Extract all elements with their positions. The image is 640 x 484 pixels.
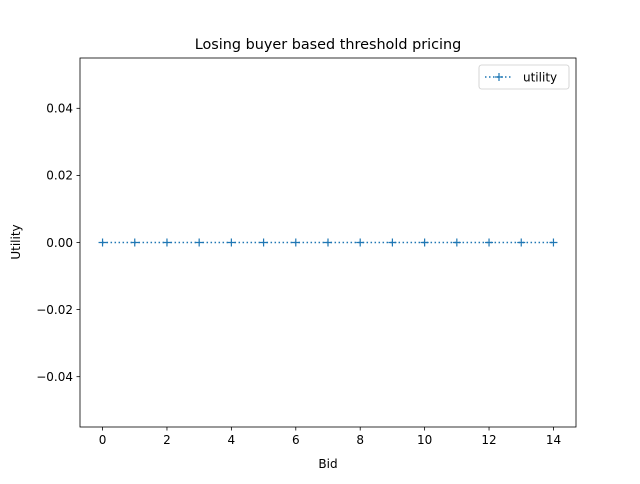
x-tick-label: 6 — [292, 433, 300, 447]
data-point — [388, 238, 397, 247]
data-point — [98, 238, 107, 247]
x-axis: 0 2 4 6 8 10 12 14 — [99, 427, 561, 447]
data-point — [356, 238, 365, 247]
x-tick-label: 8 — [356, 433, 364, 447]
legend: utility — [478, 64, 570, 90]
data-point — [485, 238, 494, 247]
x-tick-label: 2 — [163, 433, 171, 447]
data-point — [195, 238, 204, 247]
y-tick-label: 0.02 — [46, 169, 73, 183]
data-point — [130, 238, 139, 247]
legend-marker-sample — [495, 73, 503, 81]
plot-area — [79, 57, 577, 428]
data-point — [227, 238, 236, 247]
x-axis-label: Bid — [318, 457, 337, 471]
data-point — [420, 238, 429, 247]
y-tick-label: −0.04 — [36, 370, 73, 384]
x-tick-label: 0 — [99, 433, 107, 447]
data-point — [162, 238, 171, 247]
data-point — [517, 238, 526, 247]
data-point — [259, 238, 268, 247]
legend-box — [478, 64, 570, 90]
x-tick-label: 4 — [228, 433, 236, 447]
data-point — [452, 238, 461, 247]
y-axis: −0.04 −0.02 0.00 0.02 0.04 — [36, 102, 80, 384]
data-point — [324, 238, 332, 247]
y-axis-label: Utility — [9, 224, 23, 259]
x-tick-label: 14 — [546, 433, 561, 447]
y-tick-label: 0.00 — [46, 236, 73, 250]
chart-title: Losing buyer based threshold pricing — [195, 37, 462, 53]
y-tick-label: −0.02 — [36, 303, 73, 317]
data-point — [549, 238, 558, 247]
y-tick-label: 0.04 — [46, 102, 73, 116]
legend-label: utility — [523, 70, 557, 84]
x-tick-label: 12 — [481, 433, 496, 447]
x-tick-label: 10 — [417, 433, 432, 447]
data-point — [291, 238, 300, 247]
